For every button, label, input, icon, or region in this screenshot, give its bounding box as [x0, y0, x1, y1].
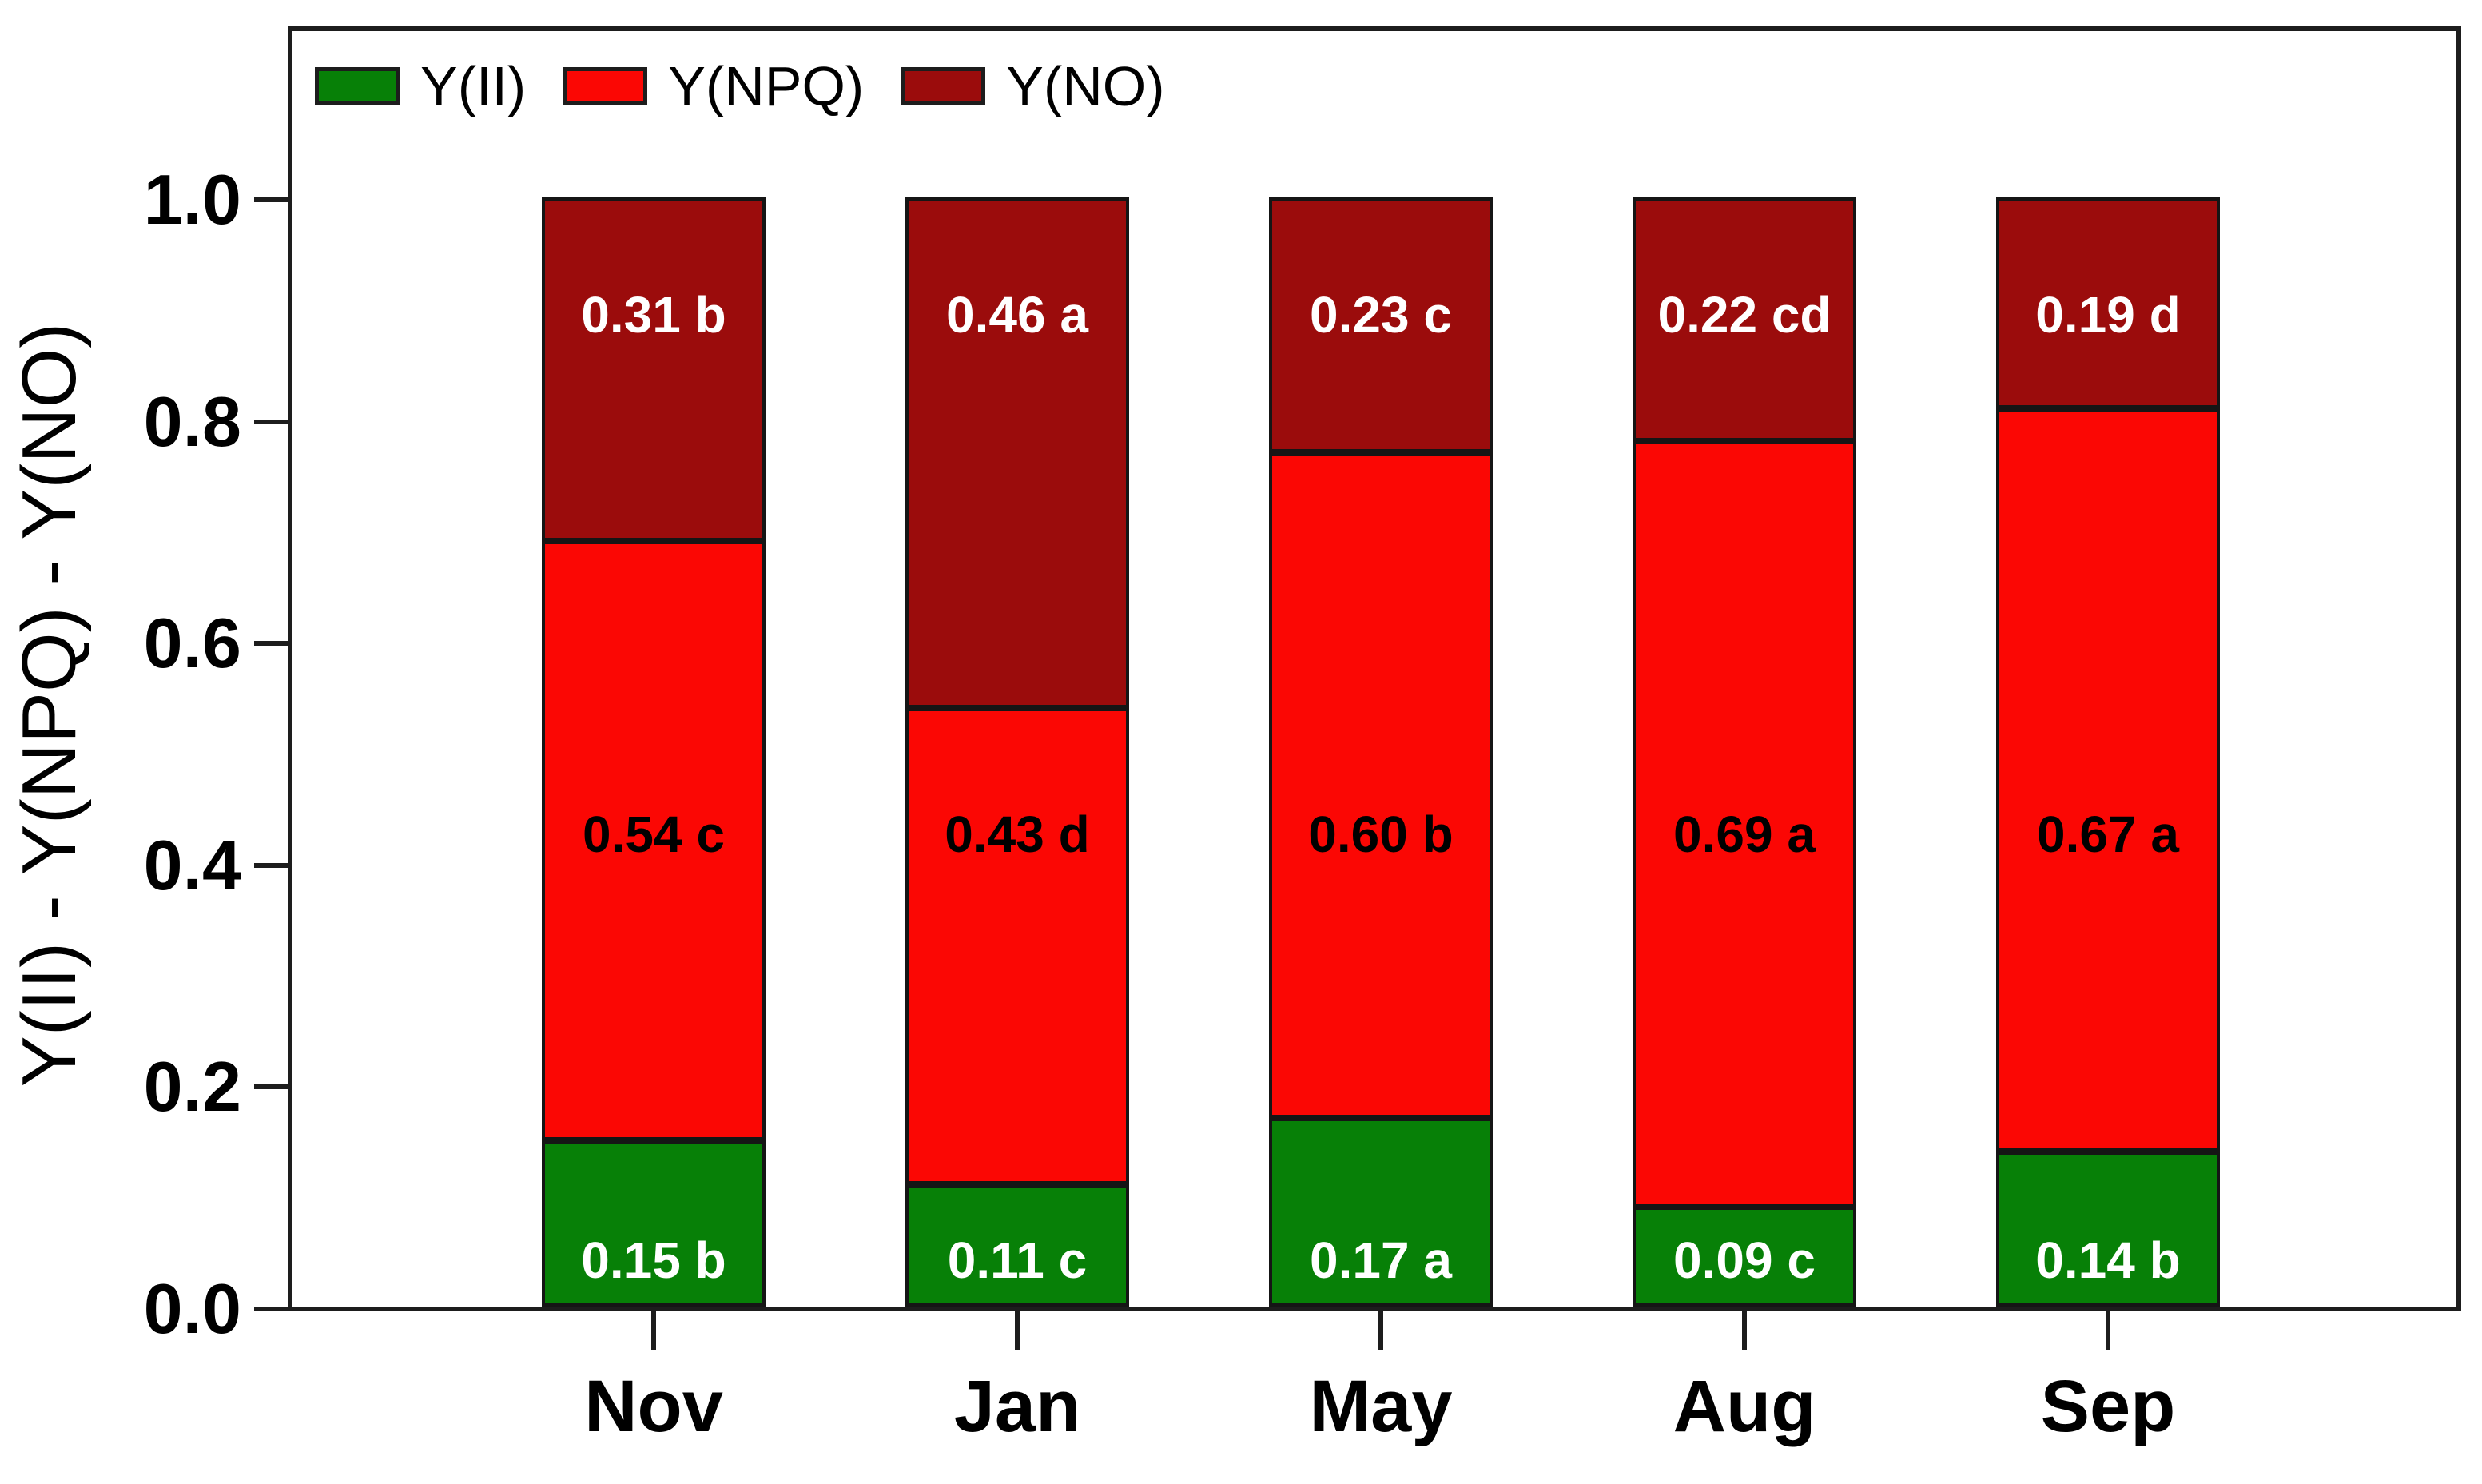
bar-segment-ynpq-aug — [1633, 441, 1856, 1207]
bar-label-yii-aug: 0.09 c — [1673, 1231, 1816, 1289]
bar-label-yno-aug: 0.22 cd — [1657, 286, 1832, 344]
y-tick-label: 0.0 — [143, 1269, 241, 1348]
legend-label-yno: Y(NO) — [1006, 55, 1165, 117]
x-tick-label-aug: Aug — [1673, 1366, 1816, 1447]
legend-swatch-yii — [315, 67, 400, 105]
bar-segment-yno-aug — [1633, 197, 1856, 442]
bar-label-yii-nov: 0.15 b — [581, 1231, 726, 1289]
y-tick-label: 0.4 — [143, 825, 241, 905]
bar-segment-yii-jan — [905, 1184, 1129, 1307]
legend: Y(II) Y(NPQ) Y(NO) — [315, 58, 1165, 114]
y-tick — [254, 1084, 288, 1090]
legend-label-ynpq: Y(NPQ) — [668, 55, 865, 117]
bar-label-yii-sep: 0.14 b — [2035, 1231, 2181, 1289]
plot-area: Y(II) Y(NPQ) Y(NO) 0.15 b 0.54 c 0.31 b 0.1… — [288, 26, 2461, 1311]
bar-segment-yno-sep — [1996, 197, 2220, 408]
y-tick — [254, 197, 288, 202]
bar-label-yii-jan: 0.11 c — [947, 1231, 1088, 1289]
x-tick — [1742, 1311, 1747, 1350]
legend-item-ynpq: Y(NPQ) — [563, 58, 864, 114]
bar-label-yii-may: 0.17 a — [1310, 1231, 1452, 1289]
bar-segment-ynpq-sep — [1996, 408, 2220, 1152]
x-tick — [1378, 1311, 1383, 1350]
bar-segment-ynpq-jan — [905, 707, 1129, 1185]
legend-swatch-yno — [901, 67, 986, 105]
y-tick-label: 0.8 — [143, 381, 241, 461]
bar-may: 0.17 a 0.60 b 0.23 c — [1269, 197, 1493, 1307]
bar-label-yno-nov: 0.31 b — [581, 286, 726, 344]
bar-label-yno-jan: 0.46 a — [946, 286, 1088, 344]
legend-label-yii: Y(II) — [420, 55, 527, 117]
bar-label-ynpq-sep: 0.67 a — [2037, 806, 2179, 863]
x-tick-label-nov: Nov — [584, 1366, 723, 1447]
x-tick-label-may: May — [1309, 1366, 1453, 1447]
bar-segment-ynpq-nov — [542, 541, 766, 1140]
bar-label-ynpq-may: 0.60 b — [1308, 806, 1454, 863]
y-tick — [254, 419, 288, 424]
y-tick — [254, 1307, 288, 1311]
legend-swatch-ynpq — [563, 67, 648, 105]
bar-segment-ynpq-may — [1269, 452, 1493, 1119]
bar-segment-yii-may — [1269, 1118, 1493, 1307]
bar-segment-yii-sep — [1996, 1151, 2220, 1307]
bar-label-ynpq-jan: 0.43 d — [945, 806, 1090, 863]
y-tick-label: 0.2 — [143, 1047, 241, 1127]
y-tick — [254, 862, 288, 868]
legend-item-yno: Y(NO) — [901, 55, 1165, 117]
x-tick — [2106, 1311, 2110, 1350]
y-tick — [254, 641, 288, 647]
legend-item-yii: Y(II) — [315, 58, 526, 114]
x-tick — [1015, 1311, 1020, 1350]
x-tick-label-sep: Sep — [2040, 1366, 2176, 1447]
bar-segment-yno-may — [1269, 197, 1493, 453]
bar-label-ynpq-aug: 0.69 a — [1673, 806, 1816, 863]
bar-segment-yii-aug — [1633, 1207, 1856, 1307]
y-tick-label: 1.0 — [143, 160, 241, 239]
bar-sep: 0.14 b 0.67 a 0.19 d — [1996, 197, 2220, 1307]
x-tick — [651, 1311, 656, 1350]
bar-nov: 0.15 b 0.54 c 0.31 b — [542, 197, 766, 1307]
bar-segment-yno-jan — [905, 197, 1129, 708]
bar-label-ynpq-nov: 0.54 c — [583, 806, 725, 863]
y-tick-label: 0.6 — [143, 603, 241, 683]
bar-aug: 0.09 c 0.69 a 0.22 cd — [1633, 197, 1856, 1307]
x-tick-label-jan: Jan — [953, 1366, 1081, 1447]
bar-label-yno-may: 0.23 c — [1310, 286, 1452, 344]
bar-jan: 0.11 c 0.43 d 0.46 a — [905, 197, 1129, 1307]
bar-segment-yno-nov — [542, 197, 766, 542]
bar-label-yno-sep: 0.19 d — [2035, 286, 2181, 344]
bar-segment-yii-nov — [542, 1140, 766, 1307]
